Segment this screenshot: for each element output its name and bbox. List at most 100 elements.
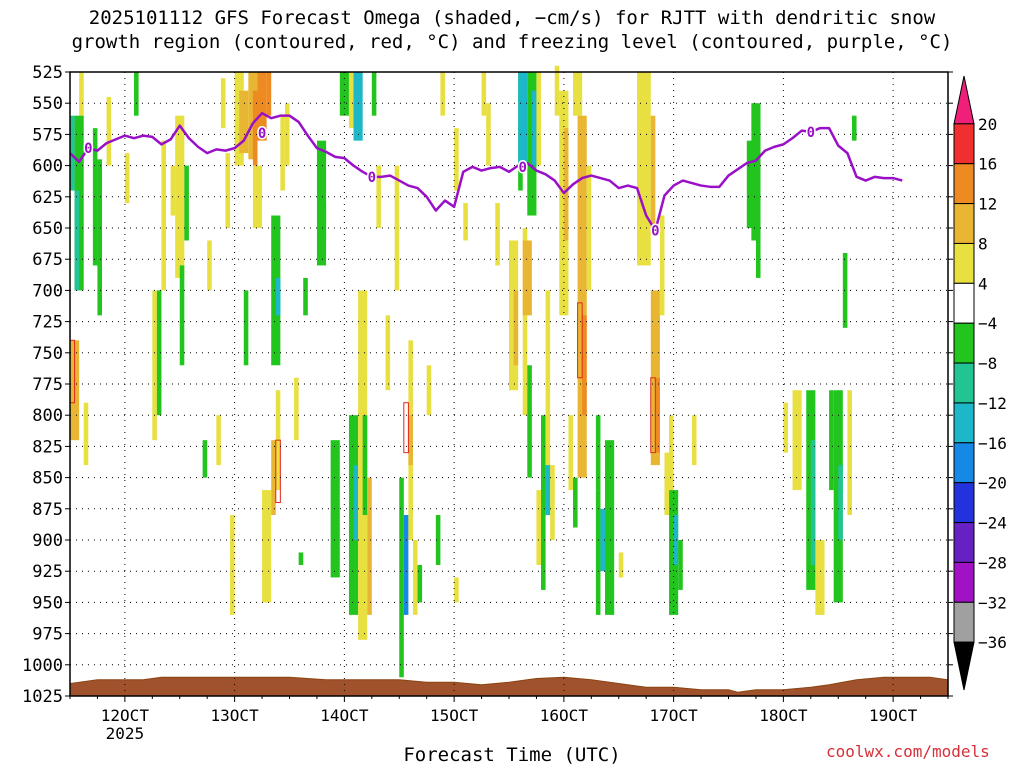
omega-cell-119 [815, 540, 825, 615]
omega-cell-13 [161, 140, 167, 291]
omega-cell-100 [618, 552, 624, 578]
omega-cell-10 [134, 72, 139, 116]
omega-cell-86 [550, 465, 555, 540]
colorbar-swatch-5 [953, 282, 975, 324]
colorbar-label-7: −12 [978, 394, 1007, 413]
omega-cell-45 [339, 72, 349, 116]
omega-cell-26 [243, 290, 249, 366]
omega-cell-11 [152, 290, 157, 441]
omega-cell-82 [536, 490, 542, 565]
freezing-level-label-3: 0 [519, 160, 527, 176]
freezing-level-label-0: 0 [84, 141, 92, 157]
x-tick-label-6: 18OCT [759, 706, 808, 725]
omega-cell-31 [266, 72, 272, 116]
y-tick-label-1025: 1025 [22, 687, 63, 707]
omega-cell-123 [842, 252, 848, 328]
omega-cell-46 [348, 72, 354, 129]
omega-cell-84 [545, 290, 551, 491]
omega-cell-6 [92, 128, 98, 266]
omega-cell-69 [481, 72, 487, 116]
omega-cell-95 [586, 165, 592, 291]
omega-cell-51 [362, 415, 368, 516]
omega-cell-32 [262, 490, 272, 603]
omega-cell-93 [577, 115, 587, 478]
y-tick-label-700: 700 [32, 281, 63, 301]
omega-cell-28 [252, 90, 258, 166]
y-tick-label-525: 525 [32, 63, 63, 83]
colorbar-top-arrow [953, 75, 975, 125]
omega-cell-115 [783, 402, 788, 453]
omega-cell-38 [284, 103, 290, 166]
colorbar-label-3: 8 [978, 234, 988, 253]
omega-cell-2 [70, 115, 75, 191]
colorbar-swatch-12 [953, 561, 975, 603]
y-tick-label-675: 675 [32, 250, 63, 270]
omega-cell-113 [751, 103, 761, 241]
y-tick-label-600: 600 [32, 157, 63, 177]
colorbar-label-2: 12 [978, 195, 997, 214]
y-tick-label-875: 875 [32, 500, 63, 520]
omega-cell-124 [847, 390, 852, 516]
omega-cell-97 [595, 490, 601, 615]
omega-cell-120 [829, 390, 834, 491]
y-tick-label-800: 800 [32, 406, 63, 426]
omega-cell-40 [298, 552, 304, 565]
omega-cell-122 [838, 465, 843, 540]
omega-cell-81 [536, 72, 542, 166]
omega-cell-104 [655, 377, 660, 453]
terrain-layer [69, 676, 949, 697]
omega-cell-90 [568, 415, 574, 491]
omega-cell-110 [678, 540, 683, 590]
colorbar-label-13: −36 [978, 633, 1007, 652]
dgz-contour-3 [577, 302, 583, 379]
colorbar-swatch-9 [953, 442, 975, 484]
colorbar-label-8: −16 [978, 434, 1007, 453]
omega-cell-91 [573, 477, 578, 528]
x-tick-label-2: 14OCT [320, 706, 369, 725]
omega-cell-19 [207, 240, 212, 291]
x-year-label: 2025 [106, 724, 145, 743]
omega-cell-15 [175, 115, 185, 278]
omega-cell-23 [230, 515, 235, 615]
colorbar-swatch-7 [953, 362, 975, 404]
omega-cell-98 [600, 508, 606, 572]
omega-cell-35 [275, 277, 281, 316]
x-axis-title: Forecast Time (UTC) [403, 744, 621, 766]
y-tick-label-775: 775 [32, 375, 63, 395]
x-tick-label-7: 19OCT [869, 706, 918, 725]
omega-cell-87 [554, 65, 560, 116]
omega-cell-67 [454, 577, 459, 603]
omega-cell-99 [605, 440, 615, 615]
colorbar-swatch-2 [953, 163, 975, 205]
y-tick-label-975: 975 [32, 625, 63, 645]
grid-layer [70, 72, 948, 696]
colorbar-bottom-arrow [953, 641, 975, 691]
colorbar-label-10: −24 [978, 514, 1007, 533]
omega-cell-62 [417, 564, 423, 603]
omega-cell-33 [271, 440, 276, 516]
omega-cell-52 [367, 477, 372, 615]
terrain-fill [69, 676, 949, 697]
colorbar-label-12: −32 [978, 593, 1007, 612]
omega-cell-4 [74, 190, 80, 291]
colorbar-swatch-3 [953, 203, 975, 244]
omega-cell-114 [755, 215, 761, 278]
colorbar-label-6: −8 [978, 354, 997, 373]
y-tick-label-850: 850 [32, 469, 63, 489]
omega-cell-47 [348, 415, 359, 615]
y-tick-label-625: 625 [32, 188, 63, 208]
colorbar-swatch-11 [953, 522, 975, 563]
y-tick-label-825: 825 [32, 437, 63, 457]
omega-cell-102 [650, 115, 656, 228]
omega-cell-72 [509, 240, 519, 391]
colorbar-label-0: 20 [978, 115, 997, 134]
omega-cell-57 [399, 477, 404, 678]
omega-cell-89 [563, 128, 569, 241]
colorbar-swatch-4 [953, 242, 975, 284]
y-tick-label-900: 900 [32, 531, 63, 551]
x-tick-label-5: 17OCT [650, 706, 699, 725]
x-tick-label-3: 15OCT [430, 706, 479, 725]
omega-cell-64 [435, 515, 441, 565]
omega-cell-65 [440, 72, 445, 116]
omega-cell-96 [595, 415, 601, 491]
